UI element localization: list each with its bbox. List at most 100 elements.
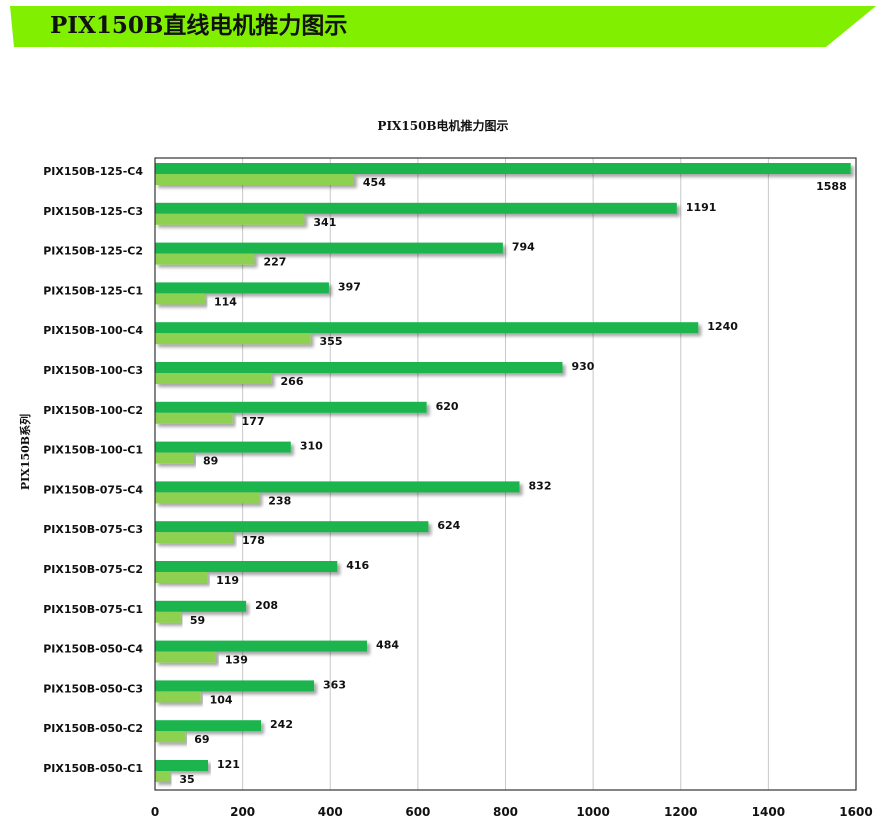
bar-primary-PIX150B-100-C4 [155,322,699,334]
value-label: 930 [571,360,594,373]
category-label: PIX150B-075-C3 [43,523,143,536]
bar-primary-PIX150B-100-C1 [155,441,291,453]
bar-secondary-PIX150B-100-C1 [155,452,194,464]
category-label: PIX150B-050-C2 [43,722,143,735]
value-label: 363 [323,678,346,691]
category-label: PIX150B-050-C3 [43,682,143,695]
bar-primary-PIX150B-075-C4 [155,481,520,493]
bar-secondary-PIX150B-075-C3 [155,532,233,544]
value-label: 1588 [816,180,847,193]
value-label: 69 [194,733,209,746]
category-label: PIX150B-050-C4 [43,643,143,656]
value-label: 266 [281,375,304,388]
value-label: 484 [376,639,399,652]
x-tick-label-0: 0 [151,805,159,819]
category-label: PIX150B-125-C1 [43,284,143,297]
value-label: 242 [270,718,293,731]
chart-title: PIX150B电机推力图示 [377,119,509,133]
bar-secondary-PIX150B-050-C3 [155,691,201,703]
bar-primary-PIX150B-100-C3 [155,362,563,373]
category-label: PIX150B-125-C3 [43,205,143,218]
category-label: PIX150B-075-C1 [43,603,143,616]
y-axis-label: PIX150B系列 [18,414,32,490]
value-label: 227 [263,256,286,269]
bar-secondary-PIX150B-050-C2 [155,731,186,743]
bar-primary-PIX150B-075-C2 [155,561,338,572]
category-label: PIX150B-100-C3 [43,364,143,377]
value-label: 104 [210,693,233,706]
value-label: 397 [338,280,361,293]
value-label: 454 [363,176,386,189]
value-label: 1240 [707,320,738,333]
x-tick-label-1400: 1400 [752,805,785,819]
bar-secondary-PIX150B-100-C4 [155,333,311,345]
value-label: 620 [436,400,459,413]
title-banner-background [10,6,876,47]
bar-primary-PIX150B-050-C2 [155,720,262,732]
value-label: 121 [217,758,240,771]
value-labels: 1588 454 1191 341 794 227 397 114 1240 355 930 266 6… [179,176,846,786]
bar-secondary-PIX150B-075-C1 [155,611,181,623]
bar-primary-PIX150B-050-C1 [155,760,209,771]
category-label: PIX150B-100-C2 [43,404,143,417]
bars [155,163,851,782]
category-label: PIX150B-075-C4 [43,483,143,496]
value-label: 238 [268,494,291,507]
x-tick-label-1200: 1200 [664,805,697,819]
value-label: 416 [346,559,369,572]
category-label: PIX150B-100-C4 [43,324,143,337]
bar-primary-PIX150B-075-C3 [155,521,429,533]
value-label: 114 [214,295,237,308]
bar-primary-PIX150B-125-C4 [155,163,851,174]
x-tick-label-800: 800 [493,805,518,819]
page-title: PIX150B直线电机推力图示 [50,12,348,39]
x-tick-label-1600: 1600 [839,805,872,819]
bar-secondary-PIX150B-100-C2 [155,412,233,424]
value-label: 178 [242,534,265,547]
bar-secondary-PIX150B-100-C3 [155,373,272,384]
value-label: 794 [512,241,535,254]
value-label: 310 [300,440,323,453]
value-label: 89 [203,455,218,468]
bar-secondary-PIX150B-050-C1 [155,771,171,782]
x-tick-label-400: 400 [318,805,343,819]
x-tick-label-200: 200 [230,805,255,819]
title-banner [10,6,876,47]
category-label: PIX150B-075-C2 [43,563,143,576]
bar-secondary-PIX150B-125-C4 [155,174,354,185]
value-label: 119 [216,574,239,587]
value-label: 832 [529,479,552,492]
value-label: 341 [313,216,336,229]
bar-primary-PIX150B-050-C4 [155,640,368,652]
bar-secondary-PIX150B-075-C2 [155,572,208,583]
bar-secondary-PIX150B-125-C3 [155,213,305,225]
category-labels: PIX150B-125-C4 PIX150B-125-C3 PIX150B-125-… [43,165,143,775]
x-axis-ticks: 0 200 400 600 800 1000 1200 1400 1600 [151,805,873,819]
bar-secondary-PIX150B-050-C4 [155,651,216,663]
x-tick-label-600: 600 [405,805,430,819]
bar-secondary-PIX150B-125-C1 [155,293,205,305]
category-label: PIX150B-050-C1 [43,762,143,775]
bar-primary-PIX150B-125-C3 [155,202,677,214]
category-label: PIX150B-125-C4 [43,165,143,178]
value-label: 624 [437,519,460,532]
plot-frame [154,157,857,791]
bar-secondary-PIX150B-075-C4 [155,492,260,504]
value-label: 355 [320,335,343,348]
bar-secondary-PIX150B-125-C2 [155,253,255,265]
value-label: 35 [179,773,194,786]
value-label: 1191 [686,201,717,214]
bar-primary-PIX150B-125-C1 [155,282,329,294]
value-label: 139 [225,654,248,667]
bar-primary-PIX150B-050-C3 [155,680,315,692]
category-label: PIX150B-100-C1 [43,444,143,457]
category-label: PIX150B-125-C2 [43,245,143,258]
bar-primary-PIX150B-075-C1 [155,600,247,612]
value-label: 208 [255,599,278,612]
bar-primary-PIX150B-100-C2 [155,401,427,413]
bar-primary-PIX150B-125-C2 [155,242,503,254]
value-label: 177 [242,415,265,428]
value-label: 59 [190,614,205,627]
x-tick-label-1000: 1000 [576,805,609,819]
